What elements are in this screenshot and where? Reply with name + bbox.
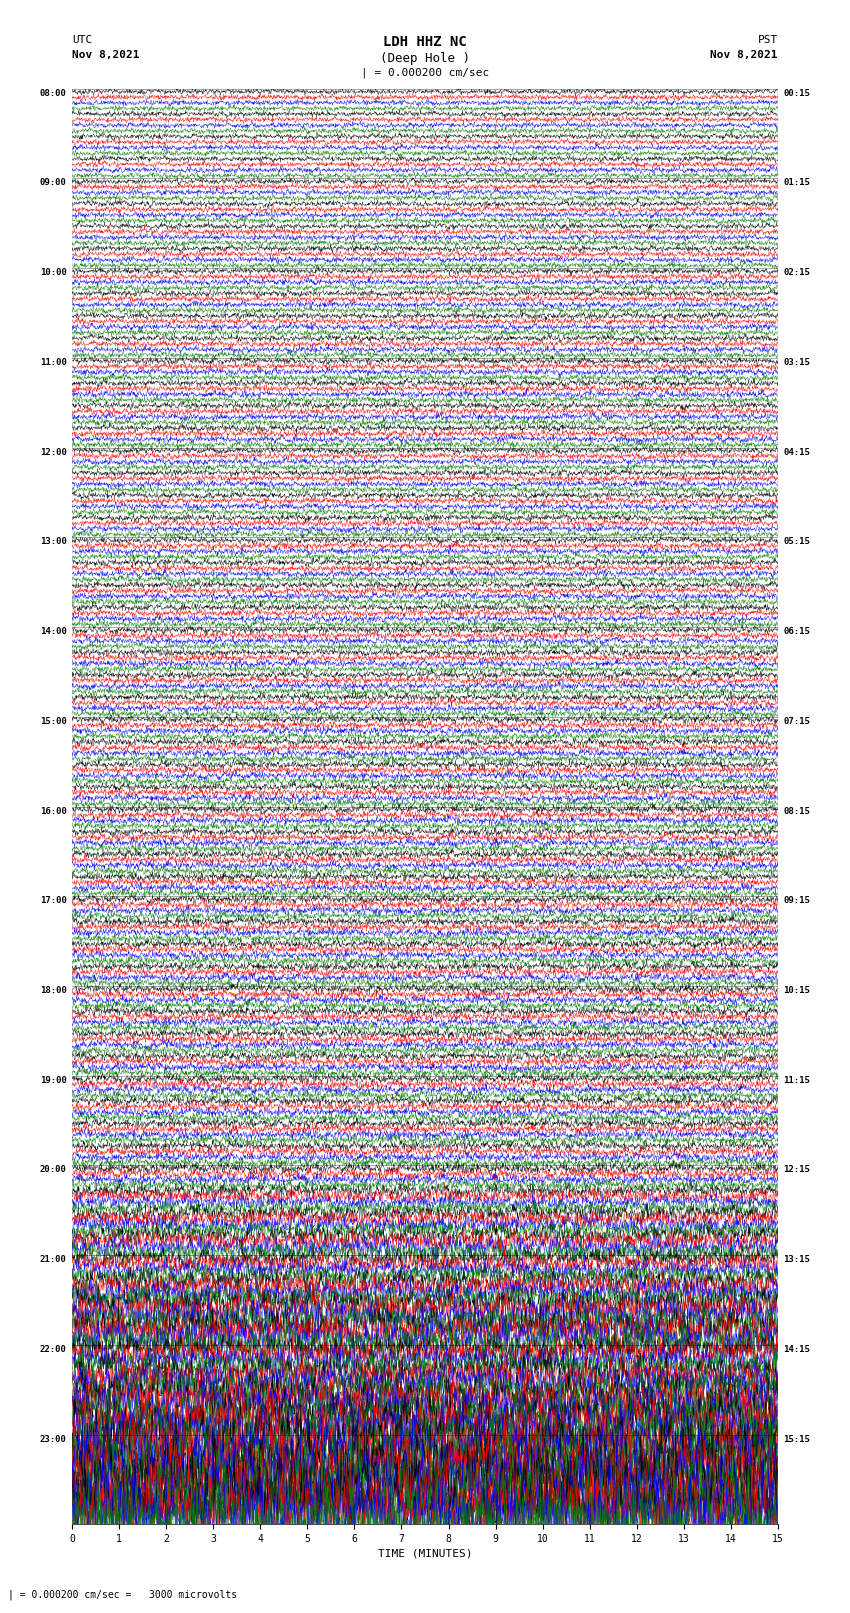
Text: LDH HHZ NC: LDH HHZ NC [383, 35, 467, 50]
Text: 03:15: 03:15 [784, 358, 810, 366]
X-axis label: TIME (MINUTES): TIME (MINUTES) [377, 1548, 473, 1558]
Text: 08:15: 08:15 [784, 806, 810, 816]
Text: | = 0.000200 cm/sec =   3000 microvolts: | = 0.000200 cm/sec = 3000 microvolts [8, 1589, 238, 1600]
Text: PST: PST [757, 35, 778, 45]
Text: 22:00: 22:00 [40, 1345, 66, 1353]
Text: 12:15: 12:15 [784, 1165, 810, 1174]
Text: 07:15: 07:15 [784, 716, 810, 726]
Text: 15:15: 15:15 [784, 1434, 810, 1444]
Text: 11:15: 11:15 [784, 1076, 810, 1084]
Text: 23:00: 23:00 [40, 1434, 66, 1444]
Text: 12:00: 12:00 [40, 448, 66, 456]
Text: 01:15: 01:15 [784, 179, 810, 187]
Text: 00:15: 00:15 [784, 89, 810, 98]
Text: (Deep Hole ): (Deep Hole ) [380, 52, 470, 65]
Text: 05:15: 05:15 [784, 537, 810, 547]
Text: 09:00: 09:00 [40, 179, 66, 187]
Text: 13:00: 13:00 [40, 537, 66, 547]
Text: UTC: UTC [72, 35, 93, 45]
Text: 21:00: 21:00 [40, 1255, 66, 1265]
Text: 19:00: 19:00 [40, 1076, 66, 1084]
Text: 06:15: 06:15 [784, 627, 810, 636]
Text: 14:15: 14:15 [784, 1345, 810, 1353]
Text: 14:00: 14:00 [40, 627, 66, 636]
Text: Nov 8,2021: Nov 8,2021 [72, 50, 139, 60]
Text: 11:00: 11:00 [40, 358, 66, 366]
Text: 15:00: 15:00 [40, 716, 66, 726]
Text: 17:00: 17:00 [40, 897, 66, 905]
Text: 16:00: 16:00 [40, 806, 66, 816]
Text: 02:15: 02:15 [784, 268, 810, 277]
Text: 20:00: 20:00 [40, 1165, 66, 1174]
Text: 09:15: 09:15 [784, 897, 810, 905]
Text: 08:00: 08:00 [40, 89, 66, 98]
Text: 04:15: 04:15 [784, 448, 810, 456]
Text: 13:15: 13:15 [784, 1255, 810, 1265]
Text: 10:00: 10:00 [40, 268, 66, 277]
Text: Nov 8,2021: Nov 8,2021 [711, 50, 778, 60]
Text: | = 0.000200 cm/sec: | = 0.000200 cm/sec [361, 68, 489, 79]
Text: 18:00: 18:00 [40, 986, 66, 995]
Text: 10:15: 10:15 [784, 986, 810, 995]
